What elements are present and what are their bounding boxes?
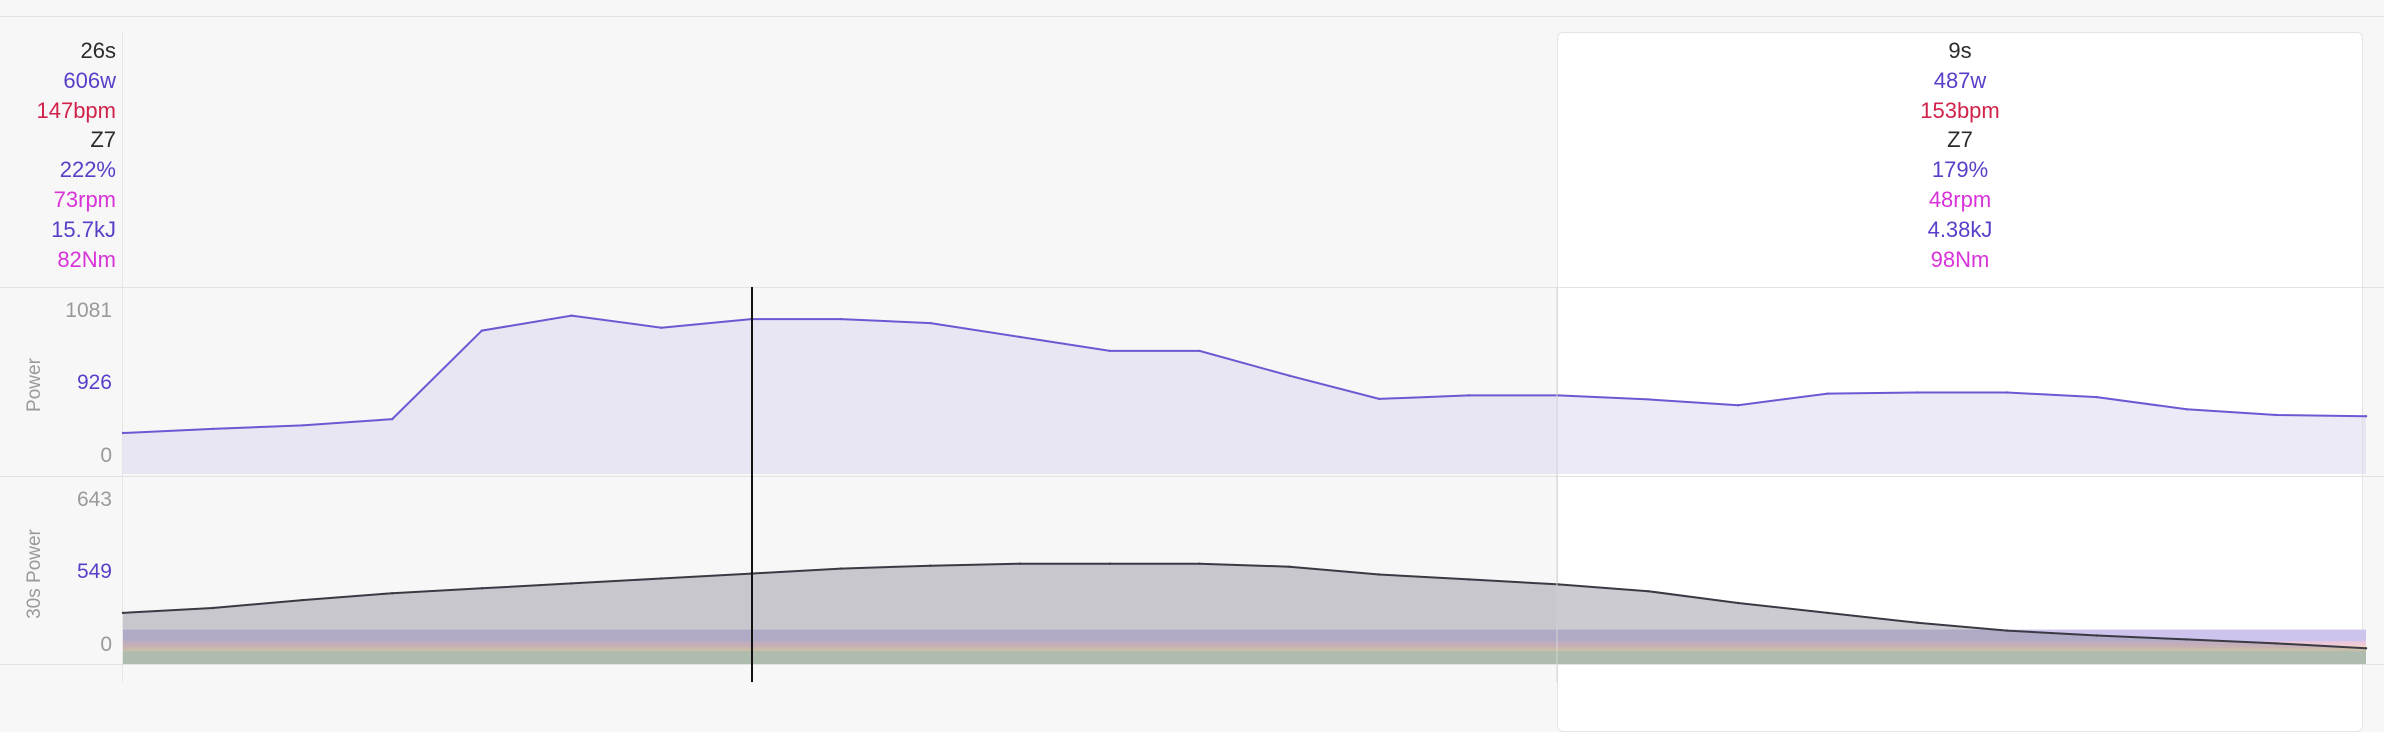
data-point [1108,562,1112,565]
cadence-value: 48rpm [1928,186,1992,212]
duration-value: 9s [1948,38,1972,63]
interval-stats: 9s 487w 153bpm Z7 179% 48rpm 4.38kJ 98Nm [1880,36,2040,274]
data-point [1198,562,1201,565]
y-tick-label: 549 [76,560,112,583]
data-point [391,592,394,595]
data-point [211,606,214,610]
cadence-value: 73rpm [53,186,116,212]
y-tick-label: 0 [100,444,112,467]
work-value: 4.38kJ [1927,216,1993,242]
data-point [1377,573,1381,576]
y-axis-power-30s: 643 549 0 [40,489,112,659]
data-point [2275,413,2278,417]
data-point [929,321,932,325]
y-tick-label: 643 [76,488,112,511]
y-tick-label: 1081 [65,299,112,322]
cursor-stats: 26s 606w 147bpm Z7 222% 73rpm 15.7kJ 82N… [0,36,116,274]
chart-divider [0,476,2384,477]
data-point [1647,398,1650,401]
activity-charts[interactable] [0,0,2384,682]
data-point [1736,601,1740,605]
data-point [1019,562,1022,565]
series-line [122,562,2367,650]
zone-band [123,651,2366,664]
data-point [301,424,304,427]
data-point [660,577,663,580]
data-point [1467,394,1471,397]
torque-value: 82Nm [57,246,116,272]
data-point [121,431,125,435]
data-point [1377,397,1381,401]
selected-interval-panel[interactable] [1557,32,2363,732]
heart-rate-value: 153bpm [1920,97,2000,123]
series-area [123,563,2366,664]
data-point [2005,629,2009,632]
data-point [2275,642,2278,645]
data-point [929,564,932,567]
series-area [123,315,2366,474]
data-point [2185,638,2188,641]
data-point [660,326,663,329]
data-point [1736,404,1740,407]
data-point [570,582,573,585]
power-30s-chart[interactable] [121,562,2368,665]
data-point [2185,408,2188,411]
data-point [839,317,842,321]
chart-divider [0,664,2384,665]
ftp-percent-value: 222% [59,157,116,183]
data-point [301,598,304,602]
data-point [121,611,125,615]
data-point [1557,394,1560,397]
data-point [1198,349,1201,353]
data-point [570,314,573,317]
power-value: 487w [1933,67,1987,93]
heart-rate-value: 147bpm [36,97,116,123]
data-point [2364,647,2368,650]
series-line [122,314,2367,434]
data-point [2005,391,2009,394]
data-point [839,567,842,570]
power-chart[interactable] [121,314,2368,474]
torque-value: 98Nm [1930,246,1990,272]
data-point [1916,621,1919,624]
data-point [1288,565,1291,568]
data-point [2095,395,2098,399]
data-point [1647,590,1650,593]
axis-divider [122,32,123,682]
data-point [480,587,484,590]
data-point [1288,374,1291,377]
data-point [2364,415,2368,418]
data-point [1108,349,1112,353]
data-point [1019,335,1022,339]
ftp-percent-value: 179% [1931,157,1989,183]
y-axis-power: 1081 926 0 [40,300,112,470]
zone-value: Z7 [90,127,116,153]
data-point [1916,391,1919,394]
data-point [480,329,484,332]
y-tick-label: 0 [100,633,112,656]
data-point [391,417,394,421]
data-point [1826,392,1829,395]
stats-divider [0,287,2384,288]
work-value: 15.7kJ [51,216,116,242]
data-point [1467,578,1471,581]
top-divider [0,0,2384,17]
data-point [1557,583,1560,586]
data-point [211,427,214,431]
data-point [2095,634,2098,637]
power-value: 606w [63,67,116,93]
zone-value: Z7 [1947,127,1973,153]
y-tick-label: 926 [76,371,112,394]
duration-value: 26s [80,38,116,63]
data-point [1826,611,1829,615]
